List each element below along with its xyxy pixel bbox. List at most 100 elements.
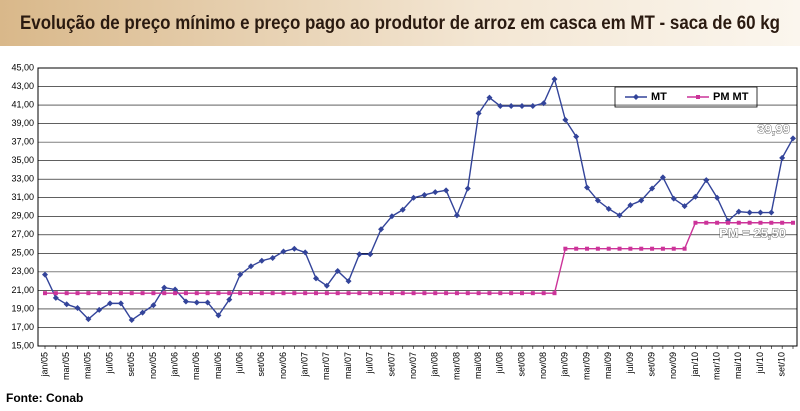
x-tick-label: nov/06 — [278, 352, 288, 379]
point — [639, 246, 644, 251]
y-tick-label: 45,00 — [11, 62, 34, 72]
y-tick-label: 21,00 — [11, 285, 34, 295]
x-tick-label: mai/07 — [343, 352, 353, 379]
point — [313, 275, 320, 282]
y-tick-label: 23,00 — [11, 266, 34, 276]
point — [422, 291, 427, 296]
x-tick-label: nov/07 — [408, 352, 418, 379]
y-tick-label: 17,00 — [11, 322, 34, 332]
point — [399, 206, 406, 213]
point — [238, 291, 243, 296]
x-tick-label: set/05 — [126, 352, 136, 377]
point — [379, 291, 384, 296]
legend-marker — [633, 94, 639, 100]
point — [97, 291, 102, 296]
point — [530, 291, 535, 296]
point — [107, 300, 114, 307]
point — [758, 220, 763, 225]
point — [172, 286, 179, 293]
point — [86, 291, 91, 296]
title-banner — [0, 0, 800, 46]
point — [63, 301, 70, 308]
point — [444, 291, 449, 296]
point — [453, 212, 460, 219]
point — [541, 291, 546, 296]
point — [498, 291, 503, 296]
point — [335, 291, 340, 296]
point — [628, 246, 633, 251]
point — [519, 291, 524, 296]
point — [746, 209, 753, 216]
x-tick-label: mar/05 — [61, 352, 71, 380]
x-tick-label: jul/08 — [495, 352, 505, 375]
point — [692, 193, 699, 200]
point — [454, 291, 459, 296]
point — [693, 220, 698, 225]
x-tick-label: nov/05 — [148, 352, 158, 379]
point — [292, 291, 297, 296]
x-tick-label: jul/09 — [625, 352, 635, 375]
point — [367, 251, 374, 258]
point — [725, 220, 730, 225]
point — [400, 291, 405, 296]
x-tick-label: jan/07 — [300, 352, 310, 378]
annotation: PM = 25,50 — [719, 225, 786, 240]
point — [378, 226, 385, 233]
point — [464, 185, 471, 192]
point — [486, 94, 493, 101]
point — [269, 254, 276, 261]
point — [314, 291, 319, 296]
point — [270, 291, 275, 296]
point — [281, 291, 286, 296]
point — [259, 291, 264, 296]
point — [118, 291, 123, 296]
y-tick-label: 41,00 — [11, 99, 34, 109]
point — [518, 102, 525, 109]
point — [660, 246, 665, 251]
point — [237, 271, 244, 278]
legend: MT PM MT — [614, 86, 758, 108]
y-tick-label: 35,00 — [11, 155, 34, 165]
point — [443, 187, 450, 194]
point — [509, 291, 514, 296]
x-tick-label: mai/06 — [213, 352, 223, 379]
point — [258, 257, 265, 264]
point — [497, 102, 504, 109]
point — [129, 291, 134, 296]
y-tick-label: 43,00 — [11, 81, 34, 91]
x-tick-label: mar/06 — [191, 352, 201, 380]
point — [194, 291, 199, 296]
y-tick-label: 19,00 — [11, 303, 34, 313]
point — [204, 299, 211, 306]
point — [605, 205, 612, 212]
point — [247, 263, 254, 270]
point — [42, 271, 48, 278]
series-line — [44, 77, 794, 322]
x-tick-label: set/08 — [516, 352, 526, 377]
point — [736, 220, 741, 225]
point — [433, 291, 438, 296]
point — [790, 135, 796, 142]
point — [650, 246, 655, 251]
point — [248, 291, 253, 296]
point — [389, 291, 394, 296]
point — [768, 209, 775, 216]
point — [345, 278, 352, 285]
point — [606, 246, 611, 251]
y-tick-label: 33,00 — [11, 174, 34, 184]
x-tick-label: set/07 — [386, 352, 396, 377]
point — [108, 291, 113, 296]
point — [205, 291, 210, 296]
x-tick-label: mar/10 — [711, 352, 721, 380]
x-tick-label: set/10 — [777, 352, 787, 377]
plot-area — [37, 67, 798, 347]
x-tick-label: mai/09 — [603, 352, 613, 379]
point — [215, 312, 222, 319]
legend-label: MT — [651, 91, 667, 103]
point — [150, 302, 157, 309]
point — [53, 291, 58, 296]
point — [508, 102, 515, 109]
point — [791, 220, 795, 225]
point — [85, 316, 92, 323]
legend-label: PM MT — [713, 91, 749, 103]
